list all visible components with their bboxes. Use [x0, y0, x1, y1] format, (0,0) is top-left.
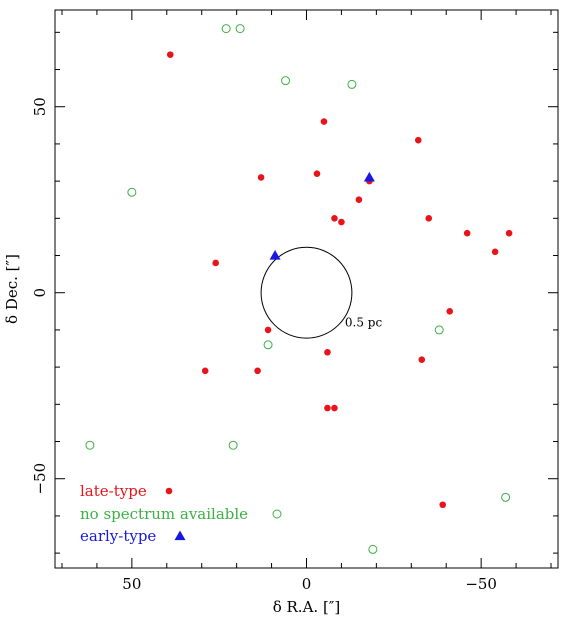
late-type-point	[257, 174, 265, 181]
no-spectrum-point	[235, 24, 245, 34]
late-type-point	[324, 348, 331, 356]
axis-ticks: 50 0 −50 50 0 −50	[31, 10, 558, 593]
late-type-point	[425, 215, 433, 222]
legend-early-type-label: early-type	[80, 527, 156, 545]
no-spectrum-point	[368, 544, 378, 554]
y-tick-label: 0	[31, 288, 49, 298]
late-type-point	[264, 326, 272, 334]
y-tick-label: 50	[31, 97, 49, 116]
late-type-point	[331, 404, 338, 412]
y-axis-title: δ Dec. [″]	[3, 254, 21, 324]
no-spectrum-point	[281, 76, 291, 86]
late-type-point	[491, 248, 499, 256]
late-type-point	[254, 367, 261, 375]
late-type-point	[355, 196, 363, 204]
late-type-point	[338, 218, 345, 226]
late-type-point	[212, 259, 219, 267]
late-type-point	[324, 404, 331, 412]
late-type-point	[446, 308, 454, 315]
x-axis-title: δ R.A. [″]	[273, 598, 341, 616]
late-type-point	[418, 356, 426, 363]
scale-circle-group: 0.5 pc	[260, 246, 383, 339]
late-type-point	[463, 229, 471, 237]
scale-circle-label: 0.5 pc	[345, 316, 383, 330]
no-spectrum-point	[228, 440, 238, 450]
x-tick-label: 0	[302, 575, 312, 593]
legend-late-type-marker	[165, 487, 173, 495]
no-spectrum-point	[501, 492, 511, 502]
x-tick-label: −50	[465, 575, 497, 593]
late-type-point	[166, 51, 174, 58]
no-spectrum-point	[221, 24, 231, 34]
early-type-point	[363, 171, 375, 182]
legend-no-spectrum-marker	[272, 509, 282, 519]
late-type-point	[320, 118, 328, 125]
no-spectrum-point	[263, 340, 273, 350]
x-tick-label: 50	[122, 575, 141, 593]
no-spectrum-point	[347, 79, 357, 89]
late-type-point	[505, 229, 513, 237]
late-type-point	[313, 170, 321, 177]
early-type-point	[269, 250, 281, 260]
legend-early-type-marker	[174, 530, 186, 541]
scale-circle	[260, 246, 353, 339]
legend-late-type-label: late-type	[80, 482, 147, 500]
data-points	[85, 24, 513, 554]
y-tick-label: −50	[31, 463, 49, 495]
late-type-point	[331, 215, 338, 222]
no-spectrum-point	[127, 187, 137, 197]
no-spectrum-point	[85, 440, 95, 450]
late-type-point	[201, 367, 209, 375]
legend-no-spectrum-label: no spectrum available	[80, 505, 248, 523]
legend: late-type no spectrum available early-ty…	[80, 482, 282, 545]
no-spectrum-point	[434, 325, 444, 335]
late-type-point	[414, 136, 422, 144]
late-type-point	[439, 501, 447, 509]
